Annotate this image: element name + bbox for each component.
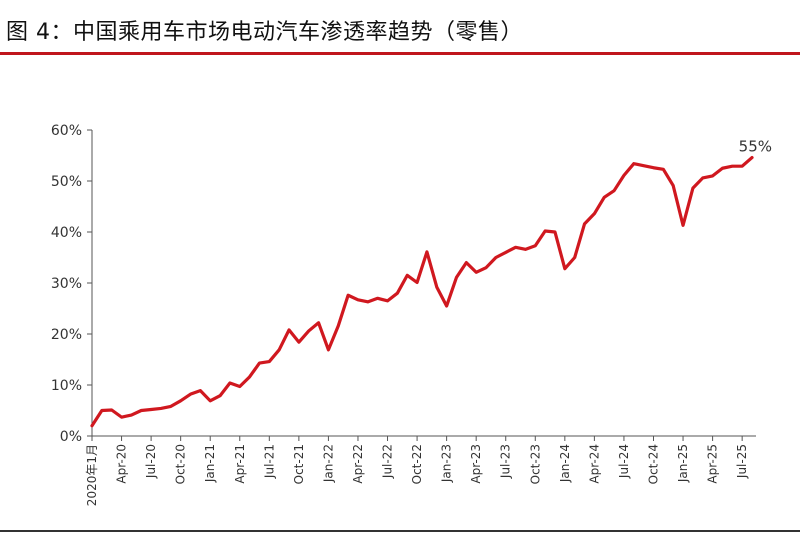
figure-title: 图 4：中国乘用车市场电动汽车渗透率趋势（零售） xyxy=(6,20,523,45)
x-tick-label: Jul-25 xyxy=(735,444,749,479)
chart-axes xyxy=(91,130,756,437)
y-axis-ticks: 0% 10% 20% 30% 40% 50% 60% xyxy=(51,123,92,445)
x-tick-label: Jan-23 xyxy=(440,444,454,483)
x-tick-label: Jan-22 xyxy=(321,444,335,483)
series-line-ev-penetration xyxy=(90,155,754,428)
x-tick-label: Jan-24 xyxy=(558,444,572,483)
x-tick-label: Apr-24 xyxy=(587,444,601,484)
x-tick-label: Jan-25 xyxy=(676,444,690,483)
annotations: 55% xyxy=(739,138,772,156)
x-tick-label: Apr-25 xyxy=(706,444,720,484)
x-tick-label: Jan-21 xyxy=(203,444,217,483)
x-tick-label: Jul-20 xyxy=(144,444,158,479)
x-tick-label: Apr-22 xyxy=(351,444,365,484)
y-tick-label: 60% xyxy=(51,123,82,139)
x-tick-label: Oct-23 xyxy=(528,444,542,484)
title-underline xyxy=(0,52,800,55)
x-tick-label: Jul-24 xyxy=(617,444,631,479)
x-axis-ticks: 2020年1月 Apr-20 Jul-20 Oct-20 Jan-21 Apr-21 Jul… xyxy=(85,436,749,506)
y-tick-label: 0% xyxy=(60,429,82,445)
y-tick-label: 20% xyxy=(51,327,82,343)
x-tick-label: Jul-22 xyxy=(381,444,395,479)
y-tick-label: 10% xyxy=(51,378,82,394)
x-tick-label: Oct-21 xyxy=(292,444,306,484)
data-label-latest: 55% xyxy=(739,138,772,156)
x-tick-label: Apr-23 xyxy=(469,444,483,484)
x-tick-label: Jul-23 xyxy=(499,444,513,479)
y-tick-label: 30% xyxy=(51,276,82,292)
series-lines xyxy=(90,155,754,428)
bottom-rule xyxy=(0,530,800,532)
y-tick-label: 50% xyxy=(51,174,82,190)
x-tick-label: 2020年1月 xyxy=(85,444,99,506)
x-tick-label: Oct-22 xyxy=(410,444,424,484)
x-tick-label: Oct-20 xyxy=(174,444,188,484)
x-tick-label: Oct-24 xyxy=(646,444,660,484)
x-tick-label: Apr-21 xyxy=(233,444,247,484)
y-tick-label: 40% xyxy=(51,225,82,241)
x-tick-label: Jul-21 xyxy=(262,444,276,479)
x-tick-label: Apr-20 xyxy=(115,444,129,484)
